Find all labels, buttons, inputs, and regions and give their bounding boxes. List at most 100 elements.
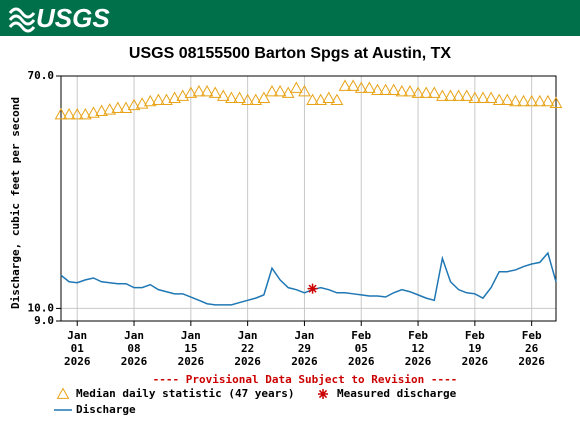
median-marker xyxy=(200,84,214,97)
logo: USGS xyxy=(36,3,110,33)
x-tick-label: Feb xyxy=(465,329,485,342)
median-marker xyxy=(460,89,474,101)
median-marker xyxy=(265,84,279,97)
y-tick-label: 10.0 xyxy=(28,301,55,314)
median-marker xyxy=(403,84,417,97)
discharge-line xyxy=(60,251,557,306)
median-marker xyxy=(525,94,539,107)
chart-title: USGS 08155500 Barton Spgs at Austin, TX xyxy=(129,45,452,62)
provisional-note: ---- Provisional Data Subject to Revisio… xyxy=(153,373,458,386)
x-tick-label: 2026 xyxy=(121,355,148,368)
x-tick-label: 08 xyxy=(127,342,140,355)
median-marker xyxy=(354,81,368,93)
x-tick-label: 12 xyxy=(411,342,424,355)
median-marker xyxy=(152,93,165,106)
x-tick-label: 2026 xyxy=(178,355,205,368)
median-marker xyxy=(127,98,141,111)
x-tick-label: 2026 xyxy=(64,355,91,368)
x-tick-label: 2026 xyxy=(234,355,261,368)
x-tick-label: 26 xyxy=(525,342,539,355)
x-tick-label: 22 xyxy=(241,342,254,355)
median-marker xyxy=(306,93,319,106)
median-marker xyxy=(54,107,68,120)
median-marker xyxy=(379,83,392,96)
median-marker xyxy=(78,107,92,120)
plot-frame xyxy=(60,75,557,322)
median-marker xyxy=(257,91,271,103)
median-marker xyxy=(492,93,506,106)
median-marker xyxy=(500,93,514,106)
median-marker xyxy=(484,91,498,103)
median-marker xyxy=(338,79,352,91)
x-tick-label: 19 xyxy=(468,342,481,355)
median-marker xyxy=(395,84,409,97)
measured-marker xyxy=(307,283,318,294)
median-marker xyxy=(322,91,336,103)
median-marker xyxy=(135,97,149,109)
median-marker xyxy=(95,104,108,116)
median-marker xyxy=(363,81,376,93)
median-marker xyxy=(444,89,457,101)
median-marker xyxy=(119,101,133,114)
x-tick-label: 01 xyxy=(71,342,85,355)
legend-symbol xyxy=(56,387,70,399)
median-marker xyxy=(168,91,181,103)
legend-symbol xyxy=(318,389,328,399)
header-bar xyxy=(0,0,580,36)
median-marker xyxy=(549,96,563,108)
median-marker xyxy=(103,103,117,115)
median-marker xyxy=(387,83,401,96)
x-tick-label: 2026 xyxy=(291,355,318,368)
x-tick-label: Feb xyxy=(408,329,428,342)
median-marker xyxy=(468,91,482,103)
median-marker xyxy=(419,86,433,98)
median-marker xyxy=(111,101,125,114)
median-marker xyxy=(192,84,206,97)
median-marker xyxy=(143,94,157,107)
x-tick-label: Jan xyxy=(124,329,144,342)
median-marker xyxy=(70,107,84,120)
median-marker xyxy=(176,89,190,101)
y-tick-label: 70.0 xyxy=(28,69,55,82)
median-marker xyxy=(273,84,287,97)
median-marker xyxy=(249,93,263,106)
median-marker xyxy=(314,93,328,106)
median-marker xyxy=(184,86,198,98)
x-tick-label: 2026 xyxy=(518,355,545,368)
median-marker xyxy=(330,93,344,106)
median-marker xyxy=(371,83,384,96)
x-tick-label: Feb xyxy=(522,329,542,342)
median-marker xyxy=(346,79,360,91)
median-marker xyxy=(298,84,311,97)
x-tick-label: Feb xyxy=(351,329,371,342)
median-marker xyxy=(208,86,222,98)
legend-label: Discharge xyxy=(76,403,136,416)
legend-label: Measured discharge xyxy=(337,387,457,400)
y-tick-label: 9.0 xyxy=(34,314,54,327)
median-marker xyxy=(233,91,246,103)
median-marker xyxy=(225,91,238,103)
x-tick-label: 2026 xyxy=(348,355,375,368)
median-marker xyxy=(541,94,555,107)
median-marker xyxy=(87,106,100,118)
x-tick-label: Jan xyxy=(295,329,315,342)
median-marker xyxy=(476,91,490,103)
x-tick-label: Jan xyxy=(238,329,258,342)
median-marker xyxy=(411,86,425,98)
median-marker xyxy=(216,89,230,101)
x-tick-label: 29 xyxy=(298,342,311,355)
x-tick-label: Jan xyxy=(67,329,87,342)
median-marker xyxy=(452,89,465,101)
median-marker xyxy=(533,94,547,107)
x-tick-label: Jan xyxy=(181,329,201,342)
median-marker xyxy=(160,93,173,106)
median-marker xyxy=(427,86,441,98)
x-tick-label: 15 xyxy=(184,342,197,355)
legend-label: Median daily statistic (47 years) xyxy=(76,387,295,400)
median-marker xyxy=(509,94,522,107)
median-marker xyxy=(241,93,254,106)
x-tick-label: 05 xyxy=(355,342,368,355)
logo-waves xyxy=(8,7,36,33)
y-axis-label: Discharge, cubic feet per second xyxy=(9,97,22,309)
